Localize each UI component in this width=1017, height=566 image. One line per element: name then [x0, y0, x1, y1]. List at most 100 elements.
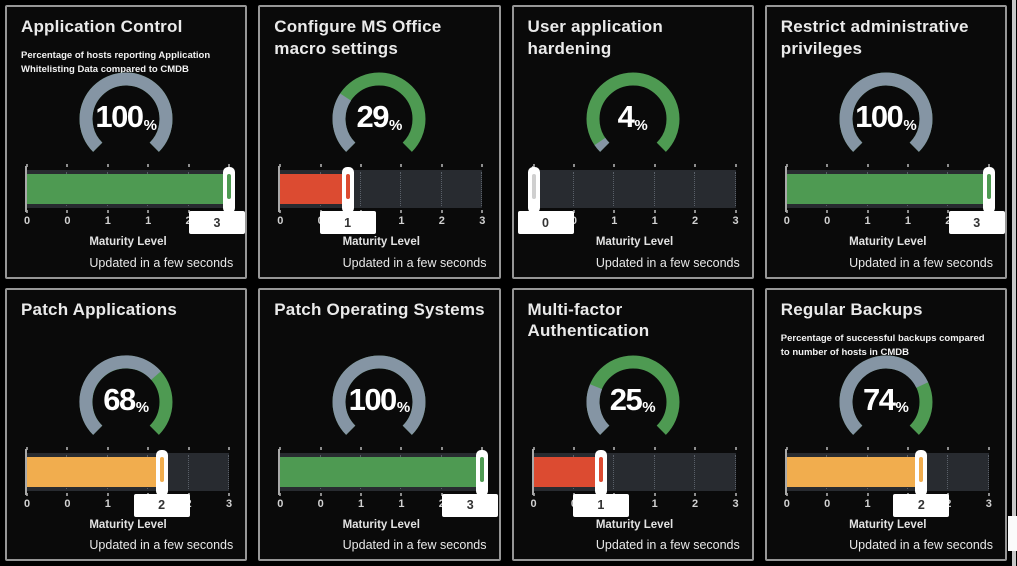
maturity-value: 3	[213, 215, 221, 230]
axis-tick-label: 0	[64, 215, 71, 227]
dashboard-panel[interactable]: Patch Operating Systems 100 % 3 0 0	[258, 287, 501, 561]
axis-tick-label: 1	[864, 215, 871, 227]
maturity-slider: 2 0 0 1 1 2 3	[23, 446, 232, 523]
tick-mark	[694, 492, 697, 496]
gauge-value-arc	[839, 72, 933, 152]
gauge-percent: 100 %	[327, 348, 431, 452]
updated-status: Updated in a few seconds	[595, 538, 740, 552]
maturity-value: 2	[917, 498, 925, 512]
maturity-value-box: 3	[442, 493, 499, 517]
slider-fill	[27, 456, 162, 487]
tick-mark	[319, 164, 322, 167]
percent-sign: %	[143, 116, 157, 134]
tick-mark	[440, 164, 443, 167]
axis-tick-label: 1	[398, 497, 405, 510]
maturity-value: 3	[466, 498, 474, 512]
axis-tick-label: 2	[439, 498, 445, 510]
tick-mark	[400, 492, 403, 496]
gauge-chart: 68 %	[74, 348, 178, 452]
gridline	[481, 172, 483, 206]
slider-handle[interactable]	[341, 167, 354, 213]
tick-mark	[987, 492, 990, 496]
slider-handle[interactable]	[594, 449, 607, 496]
axis-tick-label: 1	[104, 215, 111, 227]
gridline	[734, 172, 736, 206]
tick-mark	[26, 164, 28, 167]
tick-mark	[360, 164, 363, 167]
dashboard-panel[interactable]: Patch Applications 68 % 2 0 0 1	[5, 287, 248, 561]
axis-tick-label: 3	[985, 497, 992, 510]
tick-mark	[653, 164, 656, 167]
tick-mark	[826, 446, 829, 450]
panel-title: User application hardening	[527, 17, 663, 58]
slider-handle-line	[598, 456, 603, 482]
dashboard-panel[interactable]: Restrict administrative privileges 100 %…	[764, 5, 1007, 279]
dashboard-panel[interactable]: User application hardening 4 % 0 0 0	[511, 5, 754, 279]
axis-tick-label: 0	[783, 215, 790, 227]
axis-title: Maturity Level	[849, 236, 927, 248]
percent-sign: %	[903, 116, 917, 134]
axis-tick-label: 0	[570, 215, 577, 227]
gridline	[440, 172, 442, 206]
gridline	[572, 172, 574, 206]
slider-handle[interactable]	[223, 167, 235, 213]
tick-mark	[319, 446, 322, 450]
dashboard-panel[interactable]: Multi-factor Authentication 25 % 1 0 0	[511, 287, 754, 561]
tick-mark	[279, 492, 282, 496]
tick-mark	[187, 446, 190, 450]
tick-mark	[440, 492, 443, 496]
axis-tick-label: 0	[64, 497, 71, 510]
slider-fill	[533, 456, 601, 487]
gauge-arc	[586, 72, 680, 152]
dashboard-panel[interactable]: Application Control Percentage of hosts …	[5, 5, 248, 279]
maturity-value: 3	[973, 215, 981, 230]
slider-handle[interactable]	[476, 449, 489, 496]
tick-mark	[279, 164, 282, 167]
maturity-slider: 2 0 0 1 1 2 3	[784, 446, 992, 523]
axis-line	[784, 166, 787, 212]
slider-handle-line	[227, 174, 231, 199]
tick-mark	[228, 492, 230, 496]
dashboard-panel[interactable]: Configure MS Office macro settings 29 % …	[258, 5, 501, 279]
slider-handle[interactable]	[915, 449, 928, 496]
maturity-slider: 0 0 0 1 1 2 3	[517, 164, 739, 240]
axis-title: Maturity Level	[849, 518, 927, 531]
slider-handle[interactable]	[527, 167, 540, 213]
axis-title: Maturity Level	[342, 518, 420, 531]
axis-title: Maturity Level	[595, 518, 674, 531]
tick-mark	[319, 492, 322, 496]
tick-mark	[532, 446, 535, 450]
slider-handle-line	[919, 456, 924, 482]
axis-tick-label: 2	[945, 215, 951, 227]
tick-mark	[734, 164, 737, 167]
maturity-value-box: 0	[517, 211, 574, 234]
tick-mark	[26, 446, 28, 450]
gauge-percent: 74 %	[834, 348, 938, 452]
tick-mark	[613, 446, 616, 450]
tick-mark	[440, 446, 443, 450]
axis-title: Maturity Level	[89, 518, 167, 531]
slider-handle[interactable]	[982, 167, 995, 213]
maturity-slider: 1 0 0 1 1 2 3	[277, 164, 485, 240]
gauge-arc	[332, 355, 426, 435]
panel-subtitle: Percentage of hosts reporting Applicatio…	[21, 50, 211, 76]
axis-title: Maturity Level	[342, 236, 420, 248]
tick-mark	[228, 164, 230, 167]
tick-mark	[532, 164, 535, 167]
maturity-value-box: 1	[319, 211, 376, 234]
slider-handle[interactable]	[155, 449, 168, 496]
gauge-percent-value: 4	[617, 99, 635, 134]
updated-status: Updated in a few seconds	[89, 255, 234, 270]
tick-mark	[866, 210, 869, 213]
axis-tick-label: 0	[277, 497, 284, 510]
slider-track	[533, 170, 736, 208]
axis-tick-label: 1	[651, 215, 658, 227]
percent-sign: %	[642, 399, 656, 416]
gauge-value-arc	[586, 383, 610, 435]
axis-tick-label: 0	[530, 497, 537, 510]
axis-tick-label: 0	[23, 497, 31, 510]
tick-mark	[694, 164, 697, 167]
dashboard-panel[interactable]: Regular Backups Percentage of successful…	[764, 287, 1007, 561]
maturity-value-box: 2	[893, 493, 950, 517]
gridline	[228, 454, 229, 489]
